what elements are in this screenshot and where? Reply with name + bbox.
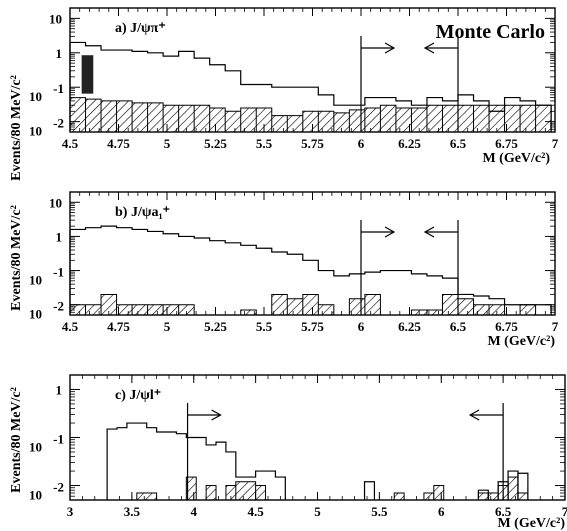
- x-tick-label: 6.5: [450, 136, 467, 151]
- y-tick-exponent: -2: [53, 480, 64, 495]
- x-tick-label: 5.5: [256, 319, 273, 334]
- ylabel-b: Events/80 MeV/c²: [9, 205, 24, 311]
- window-arrowhead-right: [384, 42, 396, 54]
- x-tick-label: 5: [164, 136, 171, 151]
- x-tick-label: 4: [191, 504, 198, 519]
- open-bar: [477, 489, 489, 500]
- panel-label: c) J/ψl⁺: [115, 388, 161, 403]
- hatched-bar: [507, 476, 519, 501]
- y-tick-label: 10: [49, 11, 62, 26]
- panel-b: 4.5 4.75 5 5.25 5.5 5.75 6 6.25 6.5 6.75 7 10 1 10 -1 1…: [29, 191, 559, 334]
- x-tick-label: 4.5: [248, 504, 265, 519]
- hatched-bar: [477, 492, 489, 501]
- open-histogram: [69, 41, 552, 132]
- hatched-bar: [393, 492, 405, 501]
- x-tick-label: 4.75: [107, 319, 130, 334]
- x-tick-label: 6: [358, 319, 365, 334]
- x-tick-label: 5: [314, 504, 321, 519]
- y-tick-label: 10: [29, 488, 42, 503]
- x-tick-label: 4.5: [62, 319, 79, 334]
- x-tick-label: 3.5: [124, 504, 141, 519]
- hatched-histogram: [69, 97, 552, 133]
- y-tick-exponent: -2: [53, 116, 64, 131]
- y-tick-exponent: -1: [53, 432, 64, 447]
- window-arrowhead-right: [211, 409, 222, 421]
- x-tick-label: 6.75: [495, 319, 518, 334]
- figure-label: Monte Carlo: [436, 21, 545, 43]
- open-histogram: [106, 422, 286, 500]
- x-tick-label: 6.25: [398, 319, 421, 334]
- y-tick-label: 1: [56, 46, 63, 61]
- ylabel-c: Events/80 MeV/c²: [9, 387, 24, 493]
- ylabel-a: Events/80 MeV/c²: [9, 75, 24, 181]
- panel-label: a) J/ψπ⁺: [115, 21, 166, 36]
- y-tick-label: 10: [29, 273, 42, 288]
- x-tick-label: 5.25: [204, 136, 227, 151]
- x-tick-label: 5.5: [256, 136, 273, 151]
- y-tick-exponent: -1: [53, 265, 64, 280]
- xlabel-a: M (GeV/c²): [482, 151, 550, 166]
- x-tick-label: 7: [552, 319, 559, 334]
- window-arrowhead-left: [423, 226, 435, 238]
- hatched-bar: [235, 481, 257, 501]
- hatched-bar: [205, 485, 217, 501]
- x-tick-label: 6: [438, 504, 445, 519]
- x-tick-label: 5.75: [301, 319, 324, 334]
- hatched-bar: [487, 492, 499, 501]
- y-tick-label: 10: [29, 307, 42, 322]
- open-bar: [517, 472, 529, 500]
- open-bar: [363, 481, 376, 500]
- x-tick-label: 5.25: [204, 319, 227, 334]
- y-tick-label: 1: [56, 229, 63, 244]
- y-tick-exponent: -1: [53, 81, 64, 96]
- y-tick-label: 10: [29, 89, 42, 104]
- y-tick-label: 10: [49, 195, 62, 210]
- x-tick-label: 7: [562, 504, 567, 519]
- y-tick-exponent: -2: [53, 299, 64, 314]
- y-tick-label: 10: [29, 440, 42, 455]
- x-tick-label: 6.5: [450, 319, 467, 334]
- hatched-bar: [136, 492, 158, 501]
- x-tick-label: 6.25: [398, 136, 421, 151]
- x-tick-label: 5.75: [301, 136, 324, 151]
- window-arrowhead-right: [384, 226, 396, 238]
- hatched-bar: [433, 485, 445, 501]
- window-arrowhead-left: [468, 409, 480, 421]
- panel-c: 3 3.5 4 4.5 5 5.5 6 6.5 7 1 10 -1 10 -2 c) J/ψl⁺: [29, 374, 567, 519]
- x-tick-label: 7: [552, 136, 559, 151]
- panel-label: b) J/ψa₁⁺: [115, 205, 170, 220]
- x-tick-label: 6: [358, 136, 365, 151]
- x-tick-label: 6.75: [495, 136, 518, 151]
- xlabel-c: M (GeV/c²): [497, 516, 565, 531]
- window-arrowhead-left: [423, 42, 435, 54]
- hatched-bar: [517, 492, 529, 501]
- y-tick-label: 1: [56, 382, 63, 397]
- x-tick-label: 5: [164, 319, 171, 334]
- solid-box: [81, 55, 94, 94]
- x-tick-label: 3: [67, 504, 74, 519]
- x-tick-label: 4.75: [107, 136, 130, 151]
- y-tick-label: 10: [29, 124, 42, 139]
- x-tick-label: 6.5: [495, 504, 512, 519]
- panel-a: 4.5 4.75 5 5.25 5.5 5.75 6 6.25 6.5 6.75 7 10 1 10 -1 1…: [29, 7, 559, 151]
- xlabel-b: M (GeV/c²): [487, 334, 555, 349]
- x-tick-label: 4.5: [62, 136, 79, 151]
- x-tick-label: 5.5: [371, 504, 388, 519]
